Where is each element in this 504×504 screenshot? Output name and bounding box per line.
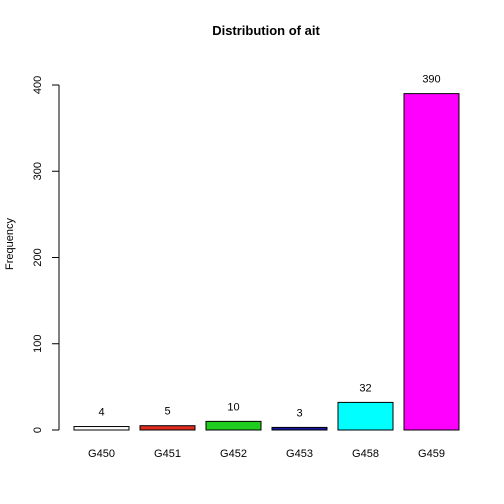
x-tick-label: G450 [88, 448, 115, 460]
x-tick-label: G459 [418, 448, 445, 460]
bar-g459 [403, 93, 460, 431]
chart-title: Distribution of ait [212, 23, 320, 38]
bar-value-label: 390 [422, 74, 440, 86]
bar-value-label: 3 [296, 407, 302, 419]
y-tick-label: 300 [32, 162, 44, 180]
x-tick-label: G452 [220, 448, 247, 460]
y-axis: 0 100 200 300 400 [32, 76, 60, 433]
y-tick-label: 200 [32, 248, 44, 266]
x-tick-labels: G450 G451 G452 G453 G458 G459 [88, 448, 445, 460]
bar-g453 [271, 426, 328, 431]
bar-g458 [337, 401, 394, 431]
bar-value-label: 10 [227, 401, 239, 413]
y-tick-label: 100 [32, 335, 44, 353]
bar-value-label: 4 [98, 407, 104, 419]
bar-value-label: 5 [164, 406, 170, 418]
x-tick-label: G453 [286, 448, 313, 460]
y-tick-label: 0 [32, 427, 44, 433]
bar-g450 [73, 426, 130, 431]
bar-value-label: 32 [359, 382, 371, 394]
bar-g452 [205, 420, 262, 431]
bars [73, 93, 460, 431]
bar-value-labels: 4 5 10 3 32 390 [98, 74, 440, 420]
y-axis-label: Frequency [4, 218, 16, 270]
x-tick-label: G458 [352, 448, 379, 460]
bar-g451 [139, 425, 196, 431]
y-tick-label: 400 [32, 76, 44, 94]
x-tick-label: G451 [154, 448, 181, 460]
